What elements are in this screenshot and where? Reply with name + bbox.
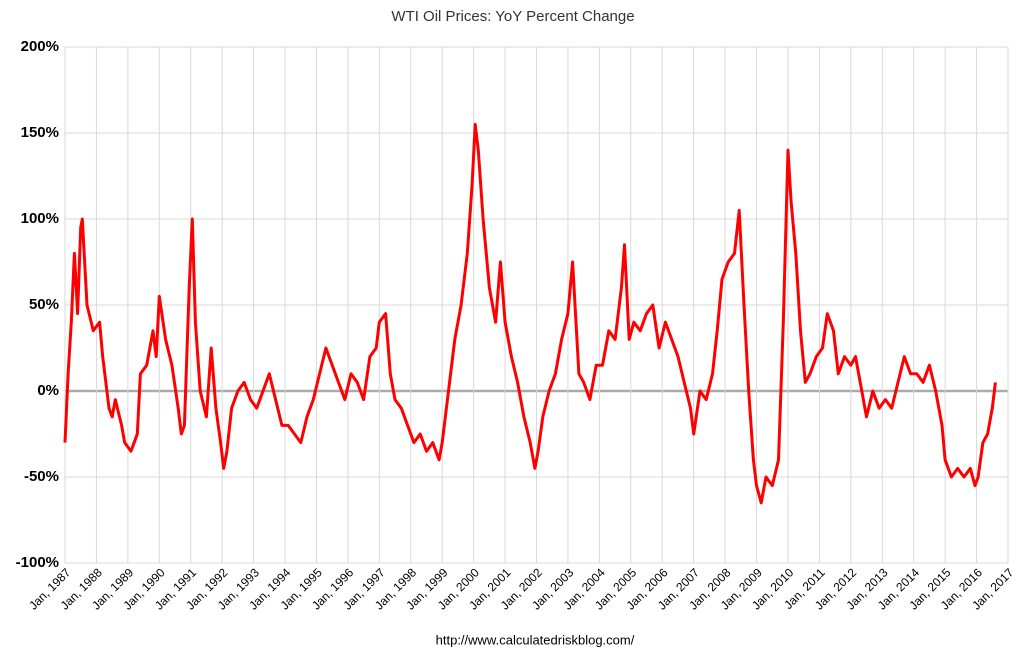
y-tick-label: 150% [21,124,59,141]
chart-title: WTI Oil Prices: YoY Percent Change [391,8,634,25]
y-tick-label: -100% [16,554,59,571]
y-tick-label: 100% [21,210,59,227]
y-tick-label: 0% [37,382,59,399]
y-tick-label: 200% [21,38,59,55]
y-tick-label: -50% [24,468,59,485]
source: http://www.calculatedriskblog.com/ [436,632,635,647]
series-line [63,122,997,505]
y-tick-label: 50% [29,296,59,313]
